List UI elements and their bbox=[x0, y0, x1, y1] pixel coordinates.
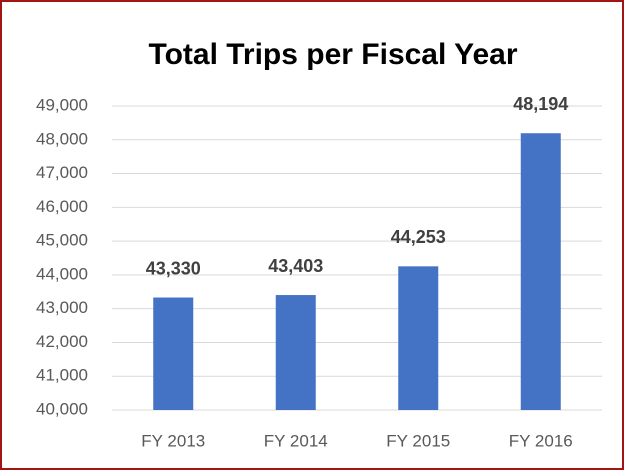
y-tick-label: 41,000 bbox=[36, 366, 88, 385]
bar bbox=[520, 133, 561, 410]
x-tick-label: FY 2013 bbox=[141, 431, 205, 450]
y-tick-label: 40,000 bbox=[36, 399, 88, 418]
y-tick-label: 46,000 bbox=[36, 197, 88, 216]
y-tick-label: 43,000 bbox=[36, 298, 88, 317]
bar bbox=[275, 295, 316, 410]
value-label: 43,403 bbox=[268, 256, 323, 276]
value-label: 44,253 bbox=[391, 227, 446, 247]
value-label: 43,330 bbox=[146, 258, 201, 278]
chart-title: Total Trips per Fiscal Year bbox=[148, 38, 517, 71]
y-tick-label: 45,000 bbox=[36, 231, 88, 250]
y-tick-label: 49,000 bbox=[36, 95, 88, 114]
y-tick-label: 47,000 bbox=[36, 163, 88, 182]
x-tick-label: FY 2015 bbox=[386, 431, 450, 450]
y-tick-label: 48,000 bbox=[36, 129, 88, 148]
value-label: 48,194 bbox=[513, 94, 568, 114]
x-tick-label: FY 2014 bbox=[264, 431, 328, 450]
bar bbox=[153, 297, 194, 410]
y-tick-label: 44,000 bbox=[36, 264, 88, 283]
bar bbox=[398, 266, 439, 410]
x-tick-label: FY 2016 bbox=[509, 431, 573, 450]
y-tick-label: 42,000 bbox=[36, 332, 88, 351]
